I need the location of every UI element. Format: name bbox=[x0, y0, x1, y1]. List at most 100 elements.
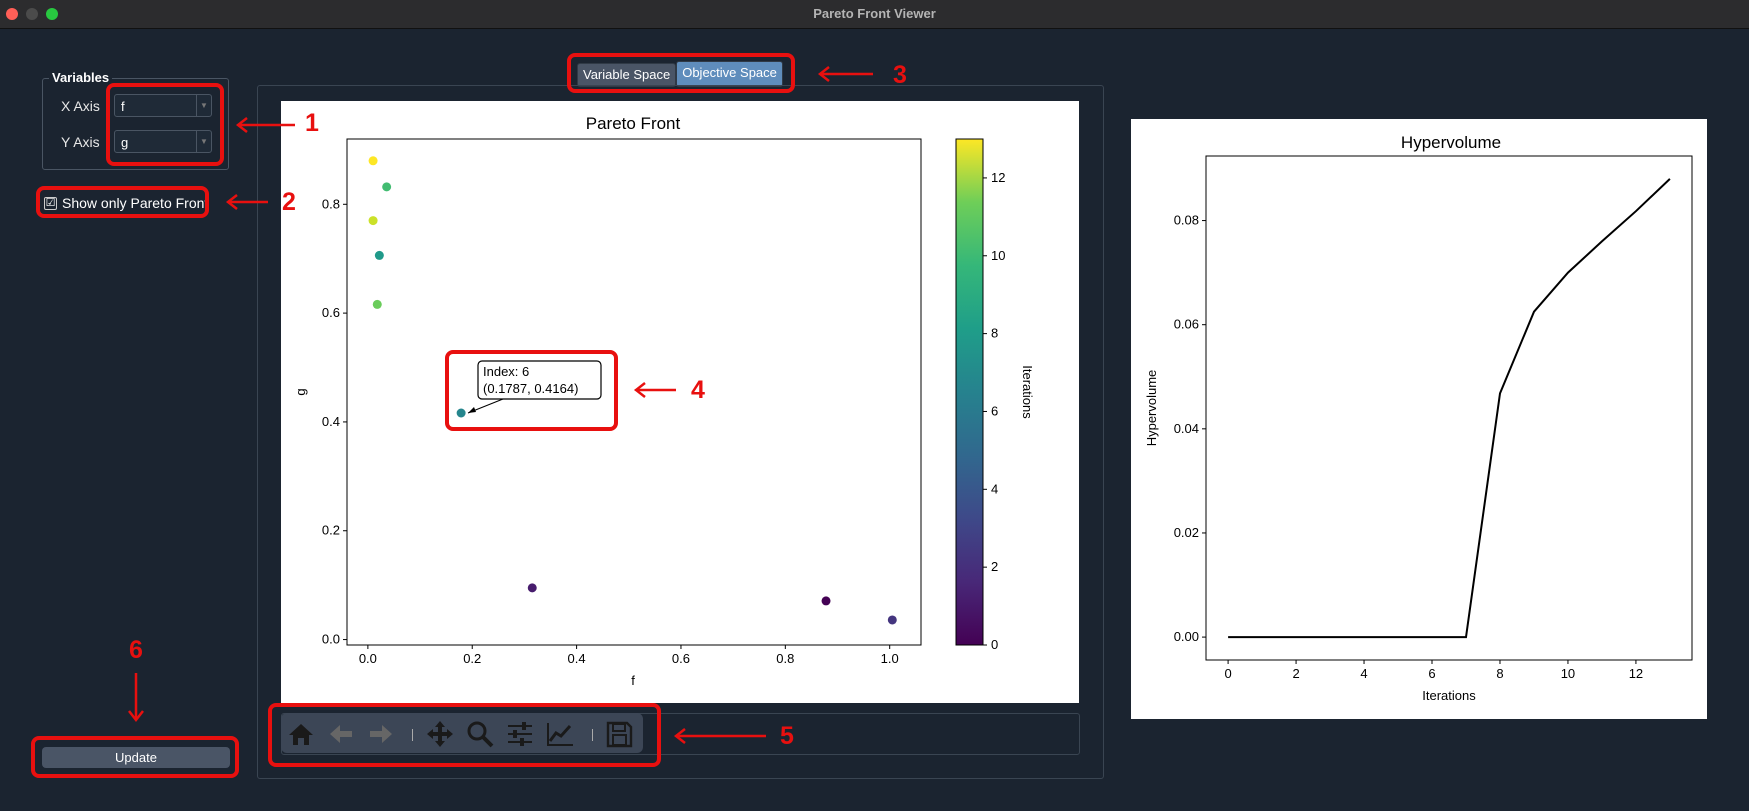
minimize-window-icon[interactable] bbox=[26, 8, 38, 20]
scatter-point[interactable] bbox=[382, 182, 392, 192]
window-title: Pareto Front Viewer bbox=[813, 6, 936, 21]
hypervolume-x-tick-label: 12 bbox=[1629, 666, 1643, 681]
window-titlebar: Pareto Front Viewer bbox=[0, 0, 1749, 29]
hypervolume-chart: Hypervolume Iterations Hypervolume 0 2 4 6 8… bbox=[1144, 133, 1693, 703]
hypervolume-y-axis-label: Hypervolume bbox=[1144, 370, 1159, 447]
pareto-x-tick-label: 0.2 bbox=[463, 651, 481, 666]
hypervolume-y-tick-label: 0.02 bbox=[1174, 525, 1199, 540]
pareto-front-chart: Pareto Front f g 0.0 0.2 0.4 0.6 0.8 1.0 0.0 0… bbox=[293, 114, 1035, 688]
scatter-point[interactable] bbox=[456, 408, 466, 418]
subplots-sliders-icon[interactable] bbox=[506, 720, 534, 748]
pareto-y-tick-label: 0.8 bbox=[322, 196, 340, 211]
pareto-x-tick-label: 0.4 bbox=[568, 651, 586, 666]
tab-objective-space[interactable]: Objective Space bbox=[676, 61, 783, 87]
annotation-label-4: 4 bbox=[691, 376, 705, 404]
maximize-window-icon[interactable] bbox=[46, 8, 58, 20]
chevron-down-icon[interactable]: ▼ bbox=[196, 95, 211, 116]
pareto-x-tick-label: 1.0 bbox=[881, 651, 899, 666]
colorbar-tick-label: 0 bbox=[991, 637, 998, 652]
pareto-x-tick-label: 0.8 bbox=[776, 651, 794, 666]
plot-panel-frame bbox=[257, 85, 1104, 779]
hypervolume-y-tick-label: 0.08 bbox=[1174, 213, 1199, 228]
tab-variable-space[interactable]: Variable Space bbox=[577, 63, 677, 87]
variables-group-title: Variables bbox=[49, 70, 113, 85]
pareto-y-tick-label: 0.2 bbox=[322, 523, 340, 538]
show-pareto-front-checkbox[interactable]: ☑ bbox=[44, 196, 57, 210]
update-button[interactable]: Update bbox=[42, 747, 230, 768]
y-axis-select[interactable]: g ▼ bbox=[114, 130, 212, 153]
pareto-y-tick-label: 0.0 bbox=[322, 632, 340, 647]
variables-groupbox bbox=[42, 78, 229, 170]
back-arrow-icon[interactable] bbox=[327, 720, 355, 748]
colorbar-tick-label: 10 bbox=[991, 248, 1005, 263]
scatter-point[interactable] bbox=[527, 583, 537, 593]
close-window-icon[interactable] bbox=[6, 8, 18, 20]
pareto-x-tick-label: 0.0 bbox=[359, 651, 377, 666]
toolbar-separator bbox=[412, 729, 413, 741]
hypervolume-x-tick-label: 4 bbox=[1360, 666, 1367, 681]
annotation-box-tabs bbox=[567, 53, 795, 93]
pareto-chart-title: Pareto Front bbox=[586, 114, 681, 133]
forward-arrow-icon[interactable] bbox=[367, 720, 395, 748]
chevron-down-icon[interactable]: ▼ bbox=[196, 131, 211, 152]
axes-line-icon[interactable] bbox=[546, 720, 574, 748]
save-floppy-icon[interactable] bbox=[605, 720, 633, 748]
colorbar-tick-label: 4 bbox=[991, 481, 998, 496]
annotation-label-5: 5 bbox=[780, 722, 794, 750]
y-axis-select-value: g bbox=[121, 135, 129, 150]
colorbar-tick-label: 8 bbox=[991, 326, 998, 341]
annotation-box-toolbar bbox=[268, 703, 661, 767]
hypervolume-x-tick-label: 10 bbox=[1561, 666, 1575, 681]
scatter-point[interactable] bbox=[374, 250, 384, 260]
show-pareto-front-checkbox-row[interactable]: ☑ Show only Pareto Front bbox=[44, 194, 208, 212]
pareto-plot-canvas[interactable]: Pareto Front f g 0.0 0.2 0.4 0.6 0.8 1.0 0.0 0… bbox=[281, 101, 1079, 703]
colorbar-tick-label: 2 bbox=[991, 559, 998, 574]
hypervolume-series-line bbox=[1228, 178, 1671, 639]
scatter-point[interactable] bbox=[821, 596, 831, 606]
scatter-point[interactable] bbox=[368, 156, 378, 166]
hypervolume-chart-title: Hypervolume bbox=[1401, 133, 1501, 152]
colorbar bbox=[955, 138, 984, 646]
hypervolume-x-axis-label: Iterations bbox=[1422, 688, 1476, 703]
hypervolume-x-tick-label: 2 bbox=[1292, 666, 1299, 681]
navigation-toolbar bbox=[281, 713, 643, 753]
colorbar-tick-label: 12 bbox=[991, 170, 1005, 185]
annotation-box-axis-selectors bbox=[106, 83, 224, 166]
pareto-x-tick-label: 0.6 bbox=[672, 651, 690, 666]
hypervolume-plot-canvas[interactable]: Hypervolume Iterations Hypervolume 0 2 4 6 8… bbox=[1131, 119, 1707, 719]
annotation-label-3: 3 bbox=[893, 61, 907, 89]
annotation-label-1: 1 bbox=[305, 109, 319, 137]
pareto-x-axis-label: f bbox=[631, 673, 635, 688]
y-axis-label: Y Axis bbox=[61, 134, 100, 150]
home-icon[interactable] bbox=[287, 720, 315, 748]
tooltip-arrow-head bbox=[468, 407, 476, 413]
colorbar-label: Iterations bbox=[1020, 365, 1035, 419]
space-tabs: Variable Space Objective Space bbox=[577, 61, 783, 87]
annotation-box-pareto-checkbox bbox=[36, 186, 209, 218]
x-axis-select[interactable]: f ▼ bbox=[114, 94, 212, 117]
pareto-y-axis-label: g bbox=[293, 388, 308, 395]
hypervolume-x-tick-label: 8 bbox=[1496, 666, 1503, 681]
scatter-point[interactable] bbox=[368, 216, 378, 226]
point-tooltip-coords: (0.1787, 0.4164) bbox=[483, 381, 578, 396]
zoom-icon[interactable] bbox=[466, 720, 494, 748]
annotation-box-tooltip bbox=[445, 350, 618, 431]
show-pareto-front-label: Show only Pareto Front bbox=[62, 195, 209, 211]
hypervolume-x-tick-label: 6 bbox=[1428, 666, 1435, 681]
annotation-label-6: 6 bbox=[129, 636, 143, 664]
hypervolume-y-tick-label: 0.04 bbox=[1174, 421, 1199, 436]
pan-icon[interactable] bbox=[426, 720, 454, 748]
scatter-point[interactable] bbox=[887, 615, 897, 625]
hypervolume-axes-frame bbox=[1205, 155, 1693, 661]
colorbar-tick-label: 6 bbox=[991, 403, 998, 418]
x-axis-label: X Axis bbox=[61, 98, 100, 114]
hypervolume-y-tick-label: 0.06 bbox=[1174, 317, 1199, 332]
scatter-point[interactable] bbox=[372, 299, 382, 309]
hypervolume-x-tick-label: 0 bbox=[1224, 666, 1231, 681]
point-tooltip-box bbox=[477, 360, 602, 400]
toolbar-separator bbox=[592, 729, 593, 741]
pareto-y-tick-label: 0.6 bbox=[322, 305, 340, 320]
annotation-label-2: 2 bbox=[282, 188, 296, 216]
pareto-axes-frame bbox=[346, 138, 922, 646]
x-axis-select-value: f bbox=[121, 99, 125, 114]
